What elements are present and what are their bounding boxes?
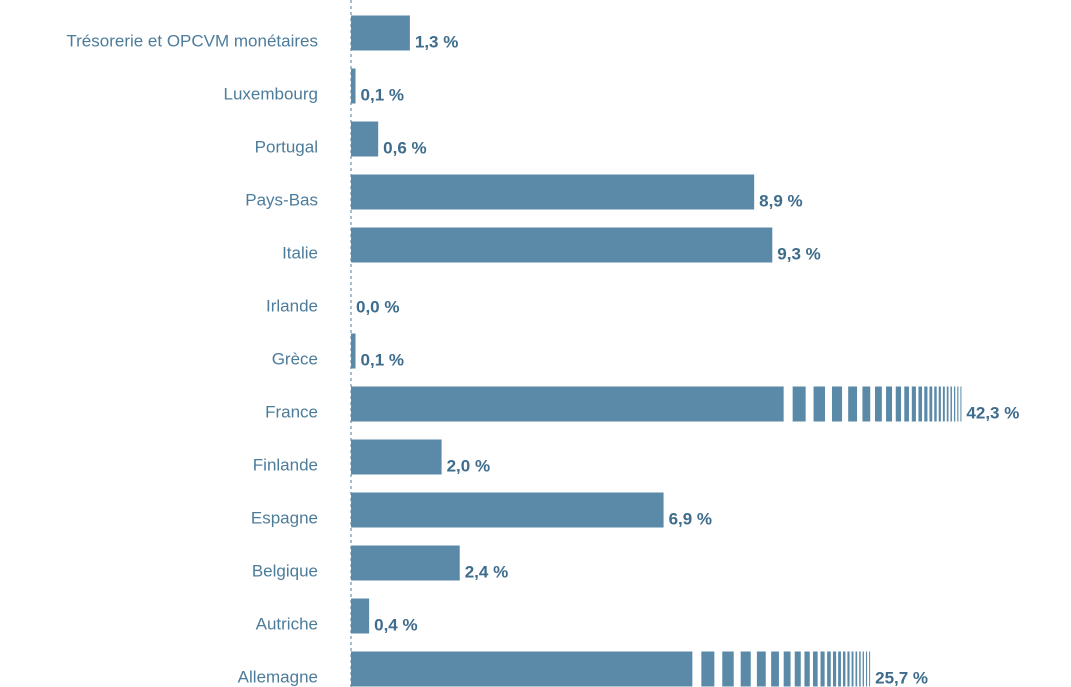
value-label: 42,3 % [966, 403, 1019, 422]
bar [351, 15, 410, 51]
category-label: Grèce [272, 349, 318, 368]
bar-break-stripe [942, 386, 945, 422]
bar-break-stripe [794, 651, 801, 687]
bar-break-stripe [862, 386, 871, 422]
value-label: 0,6 % [383, 138, 426, 157]
bar-break-stripe [938, 386, 941, 422]
bar-break-stripe [911, 386, 916, 422]
value-label: 0,0 % [356, 297, 399, 316]
value-label: 2,0 % [447, 456, 490, 475]
category-label: Pays-Bas [245, 190, 318, 209]
bar-break-stripe [895, 386, 902, 422]
bar [351, 439, 442, 475]
bar [351, 121, 379, 157]
bar [351, 174, 755, 210]
bar-break-stripe [813, 386, 826, 422]
bar [351, 545, 460, 581]
bar-break-stripe [862, 651, 864, 687]
bar-break-stripe [946, 386, 949, 422]
bar-break-stripe [874, 386, 882, 422]
value-label: 25,7 % [875, 668, 928, 687]
bar-break-stripe [960, 386, 962, 422]
bar-break-stripe [848, 386, 858, 422]
bar [351, 333, 356, 369]
bar-break-stripe [771, 651, 779, 687]
bar-break-stripe [918, 386, 923, 422]
bar-break-stripe [842, 651, 846, 687]
bar-break-stripe [904, 386, 909, 422]
category-label: Espagne [251, 508, 318, 527]
bar-break-stripe [820, 651, 825, 687]
category-label: Italie [282, 243, 318, 262]
value-label: 6,9 % [669, 509, 712, 528]
category-label: Autriche [256, 614, 318, 633]
bar [351, 386, 784, 422]
bar-break-stripe [924, 386, 928, 422]
bar-break-stripe [953, 386, 956, 422]
category-label: Trésorerie et OPCVM monétaires [66, 31, 318, 50]
bar-break-stripe [701, 651, 715, 687]
bar-break-stripe [812, 651, 818, 687]
bar [351, 651, 693, 687]
bar-break-stripe [886, 386, 893, 422]
bar-break-stripe [859, 651, 861, 687]
bar-break-stripe [950, 386, 952, 422]
bar-break-stripe [957, 386, 959, 422]
bar-break-stripe [851, 651, 854, 687]
bar [351, 492, 664, 528]
bar-break-stripe [865, 651, 868, 687]
bar-break-stripe [756, 651, 766, 687]
bar-break-stripe [831, 386, 843, 422]
bar-break-stripe [804, 651, 810, 687]
bar [351, 598, 370, 634]
value-label: 2,4 % [465, 562, 508, 581]
bar-break-stripe [929, 386, 933, 422]
bar [351, 68, 356, 104]
bar-break-stripe [847, 651, 850, 687]
bar-break-stripe [838, 651, 841, 687]
bar-break-stripe [832, 651, 837, 687]
bar-break-stripe [855, 651, 858, 687]
category-label: Luxembourg [223, 84, 318, 103]
value-label: 1,3 % [415, 32, 458, 51]
value-label: 0,4 % [374, 615, 417, 634]
bar-break-stripe [792, 386, 806, 422]
category-label: Portugal [255, 137, 318, 156]
value-label: 8,9 % [759, 191, 802, 210]
category-label: France [265, 402, 318, 421]
bar-break-stripe [827, 651, 831, 687]
bar-break-stripe [869, 651, 871, 687]
value-label: 0,1 % [361, 85, 404, 104]
value-label: 9,3 % [777, 244, 820, 263]
value-label: 0,1 % [361, 350, 404, 369]
bar [351, 227, 773, 263]
bar-break-stripe [934, 386, 937, 422]
category-label: Allemagne [238, 667, 318, 686]
category-label: Irlande [266, 296, 318, 315]
bar-break-stripe [783, 651, 791, 687]
bar-break-stripe [722, 651, 734, 687]
category-label: Belgique [252, 561, 318, 580]
category-label: Finlande [253, 455, 318, 474]
bar-break-stripe [740, 651, 751, 687]
